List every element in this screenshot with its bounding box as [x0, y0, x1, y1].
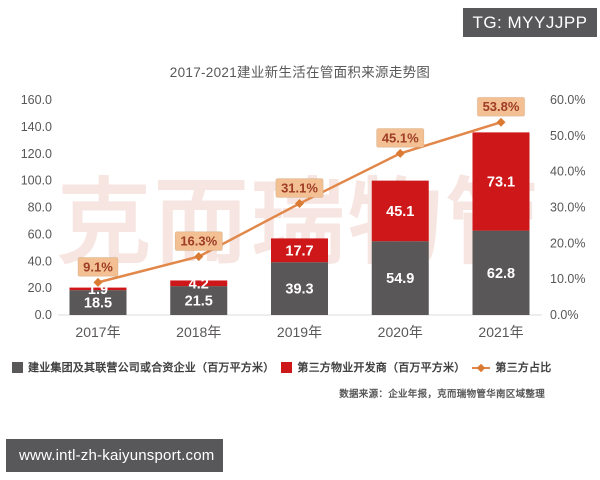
right-axis-tick-label: 20.0% — [550, 236, 585, 250]
right-axis-tick-label: 60.0% — [550, 93, 585, 107]
legend-item-2: 第三方占比 — [472, 359, 551, 375]
category-label: 2021年 — [478, 324, 523, 340]
chart-title: 2017-2021建业新生活在管面积来源走势图 — [169, 65, 431, 80]
legend-item-0: 建业集团及其联营公司或合资企业（百万平方米） — [12, 359, 274, 375]
source-note: 数据来源：企业年报，克而瑞物管华南区域整理 — [339, 389, 545, 400]
pct-label-box — [376, 127, 425, 148]
telegram-badge: TG: MYYJJPP — [463, 8, 597, 37]
pct-label: 16.3% — [180, 234, 217, 249]
bar-segment — [170, 280, 228, 287]
pct-label-box — [77, 256, 119, 277]
category-label: 2017年 — [75, 324, 120, 340]
line-point-marker — [93, 277, 103, 287]
right-axis-tick-label: 40.0% — [550, 165, 585, 179]
bar-value-label: 17.7 — [285, 243, 313, 259]
watermark-url: www.intl-zh-kaiyunsport.com — [6, 439, 223, 472]
left-axis-tick-label: 80.0 — [28, 201, 52, 215]
bar-segment — [371, 180, 429, 242]
category-label: 2020年 — [378, 324, 423, 340]
bar-value-label: 39.3 — [285, 282, 313, 298]
line-point-marker — [395, 148, 405, 158]
left-axis-tick-label: 120.0 — [21, 147, 52, 161]
legend-item-1: 第三方物业开发商（百万平方米） — [281, 359, 465, 375]
pct-label-box — [275, 178, 324, 199]
bar-value-label: 4.2 — [189, 276, 209, 292]
legend-label: 建业集团及其联营公司或合资企业（百万平方米） — [28, 362, 275, 374]
pct-label-box — [476, 96, 526, 117]
bar-segment — [271, 262, 328, 315]
left-axis-tick-label: 60.0 — [28, 227, 52, 241]
left-axis-tick-label: 140.0 — [21, 120, 52, 134]
category-label: 2019年 — [277, 324, 322, 340]
bar-value-label: 45.1 — [386, 204, 414, 220]
left-axis-tick-label: 0.0 — [35, 308, 52, 322]
bar-segment — [69, 290, 127, 315]
chart-legend: 建业集团及其联营公司或合资企业（百万平方米） 第三方物业开发商（百万平方米） 第三方… — [12, 358, 552, 376]
left-axis-tick-label: 100.0 — [21, 174, 52, 188]
bar-segment — [371, 241, 429, 315]
pct-label: 9.1% — [83, 259, 113, 274]
legend-line-marker-icon — [472, 362, 491, 373]
right-axis-tick-label: 10.0% — [550, 272, 585, 286]
bar-segment — [271, 238, 328, 263]
bar-segment — [472, 230, 530, 315]
chart-plot: 克而瑞物管0.020.040.060.080.0100.0120.0140.01… — [21, 93, 586, 340]
left-axis-tick-label: 40.0 — [28, 254, 52, 268]
category-label: 2018年 — [176, 324, 221, 340]
pct-label: 53.8% — [483, 99, 520, 114]
bar-value-label: 1.9 — [88, 282, 108, 298]
bar-value-label: 18.5 — [84, 296, 112, 312]
legend-label: 第三方物业开发商（百万平方米） — [297, 362, 466, 374]
pct-label: 45.1% — [382, 130, 419, 145]
legend-swatch-icon — [281, 361, 293, 373]
pct-label-box — [174, 231, 223, 252]
bar-value-label: 21.5 — [185, 294, 213, 310]
legend-swatch-icon — [12, 361, 23, 373]
line-point-marker — [295, 199, 304, 209]
bar-segment — [170, 286, 228, 315]
left-axis-tick-label: 160.0 — [21, 93, 52, 107]
bar-value-label: 62.8 — [487, 266, 515, 282]
bar-segment — [69, 287, 127, 291]
left-axis-tick-label: 20.0 — [28, 281, 52, 295]
bar-value-label: 73.1 — [487, 174, 515, 190]
right-axis-tick-label: 50.0% — [550, 129, 585, 143]
right-axis-tick-label: 30.0% — [550, 201, 585, 215]
line-point-marker — [194, 252, 204, 262]
bar-segment — [472, 132, 530, 231]
legend-label: 第三方占比 — [495, 362, 552, 374]
bar-value-label: 54.9 — [386, 271, 414, 287]
pct-label: 31.1% — [281, 181, 318, 196]
right-axis-tick-label: 0.0% — [550, 308, 579, 322]
line-point-marker — [496, 117, 506, 127]
